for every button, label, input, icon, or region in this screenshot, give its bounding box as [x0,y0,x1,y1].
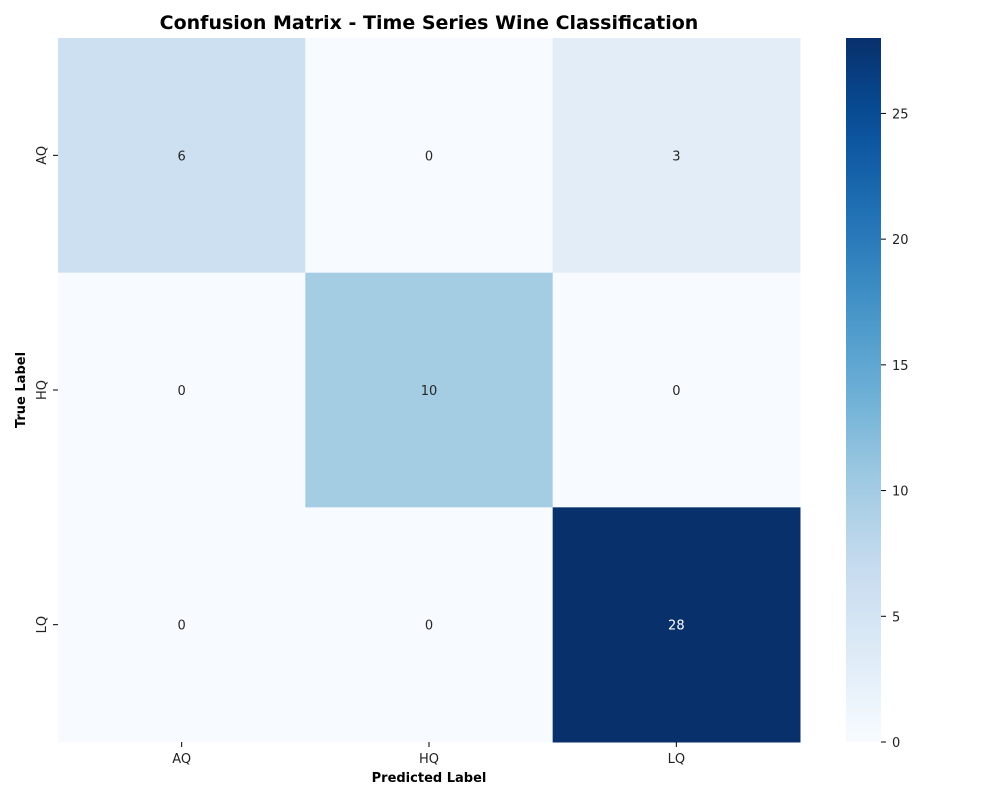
heatmap-cell [58,38,306,274]
y-tick-label: LQ [35,616,50,633]
colorbar-ticks: 0 5 10 15 20 25 [881,107,909,751]
colorbar-tick-label: 20 [892,233,909,248]
heatmap-cell [552,272,801,508]
chart-title: Confusion Matrix - Time Series Wine Clas… [160,12,699,34]
heatmap-cell-labels: 6 0 3 0 10 0 0 0 28 [178,149,685,633]
heatmap-cells [58,38,801,743]
cell-value-label: 6 [178,149,186,164]
heatmap-cell [552,38,801,274]
y-tick-label: AQ [35,146,50,165]
colorbar-tick-label: 10 [892,485,909,500]
cell-value-label: 0 [672,384,680,399]
heatmap-cell [58,507,306,743]
x-tick-label: AQ [172,752,191,767]
cell-value-label: 0 [178,384,186,399]
colorbar [846,38,881,742]
colorbar-tick-label: 15 [892,359,909,374]
cell-value-label: 0 [178,619,186,634]
colorbar-tick-label: 5 [892,610,900,625]
x-axis-ticks: AQ HQ LQ [172,742,685,767]
y-axis-label: True Label [14,352,29,428]
heatmap-cell [305,507,554,743]
y-tick-label: HQ [35,380,50,400]
heatmap-cell [58,272,306,508]
heatmap-cell [305,38,554,274]
cell-value-label: 10 [421,384,438,399]
cell-value-label: 3 [672,149,680,164]
cell-value-label: 0 [425,619,433,634]
x-tick-label: LQ [668,752,685,767]
heatmap-cell [305,272,554,508]
heatmap-cell [552,507,801,743]
x-tick-label: HQ [419,752,439,767]
colorbar-tick-label: 25 [892,107,909,122]
cell-value-label: 0 [425,149,433,164]
y-axis-ticks: AQ HQ LQ [35,146,58,633]
x-axis-label: Predicted Label [372,771,487,786]
colorbar-tick-label: 0 [892,736,900,751]
cell-value-label: 28 [668,619,685,634]
